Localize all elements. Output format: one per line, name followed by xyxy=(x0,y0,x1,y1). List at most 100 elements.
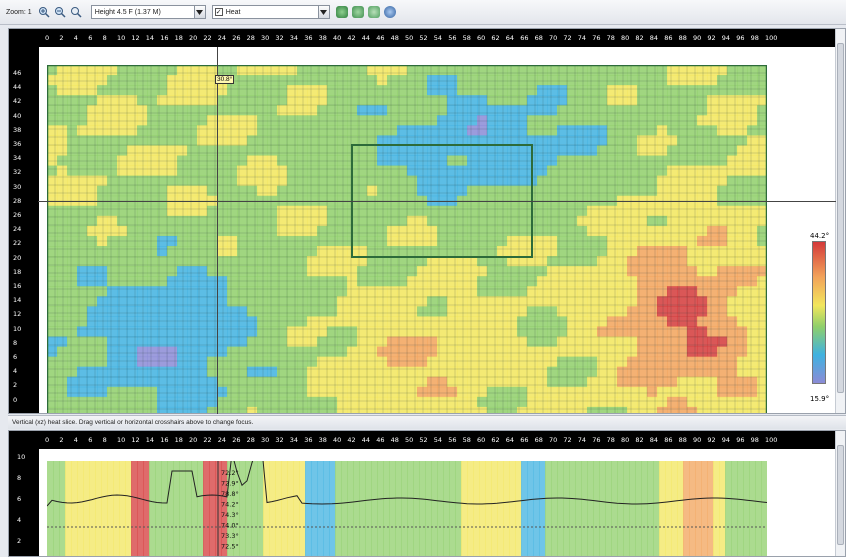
heat-cell xyxy=(637,276,648,287)
heat-cell xyxy=(427,105,438,116)
heat-cell xyxy=(427,225,438,237)
heat-cell xyxy=(677,225,688,237)
heat-cell xyxy=(527,296,538,307)
heat-cell xyxy=(557,155,568,167)
heat-cell xyxy=(357,105,368,116)
heat-cell xyxy=(507,65,518,76)
slice-scroll-thumb[interactable] xyxy=(837,445,844,545)
slice-band xyxy=(53,461,60,556)
heat-cell xyxy=(207,316,218,327)
heat-cell xyxy=(217,316,228,327)
chevron-down-icon[interactable] xyxy=(193,6,205,18)
heat-checkbox[interactable]: ✓ xyxy=(214,8,223,16)
heat-cell xyxy=(507,266,518,277)
heat-cell xyxy=(647,316,658,327)
slice-band xyxy=(677,461,684,556)
refresh-icon[interactable] xyxy=(383,6,396,18)
heat-cell xyxy=(427,346,438,358)
heat-cell xyxy=(537,155,548,167)
slice-band xyxy=(731,461,738,556)
heat-cell xyxy=(237,95,248,106)
heat-cell xyxy=(437,336,448,348)
heat-cell xyxy=(167,366,178,378)
view-top-icon[interactable] xyxy=(335,6,348,18)
vertical-scrollbar[interactable] xyxy=(835,29,845,413)
heat-cell xyxy=(717,406,728,413)
heat-cell xyxy=(597,386,608,398)
heat-cell xyxy=(457,205,468,217)
heat-cell xyxy=(47,376,58,388)
heat-cell xyxy=(457,266,468,277)
heat-cell xyxy=(197,115,208,126)
zoom-out-icon[interactable] xyxy=(53,5,67,19)
heat-cell xyxy=(397,205,408,217)
height-select[interactable]: Height 4.5 F (1.37 M) xyxy=(90,5,206,19)
heat-cell xyxy=(207,336,218,348)
heat-cell xyxy=(357,145,368,156)
heat-cell xyxy=(147,376,158,388)
slice-band xyxy=(227,461,234,556)
heat-cell xyxy=(467,346,478,358)
chevron-down-icon[interactable] xyxy=(317,6,329,18)
heat-cell xyxy=(597,316,608,327)
zoom-fit-icon[interactable] xyxy=(69,5,83,19)
y-tick-label: 26 xyxy=(13,211,22,219)
heat-cell xyxy=(717,386,728,398)
x-tick-label: 44 xyxy=(361,34,371,42)
heat-cell xyxy=(597,125,608,136)
heat-cell xyxy=(327,215,338,227)
heat-cell xyxy=(687,115,698,126)
view-3d-icon[interactable] xyxy=(367,6,380,18)
zoom-in-icon[interactable] xyxy=(37,5,51,19)
heat-cell xyxy=(277,115,288,126)
heat-cell xyxy=(687,266,698,277)
heat-cell xyxy=(527,65,538,76)
heat-cell xyxy=(367,95,378,106)
heat-cell xyxy=(497,235,508,247)
heat-cell xyxy=(397,406,408,413)
heat-cell xyxy=(377,185,388,197)
vertical-crosshair[interactable] xyxy=(217,47,218,414)
heat-cell xyxy=(537,235,548,247)
heat-cell xyxy=(717,396,728,408)
heat-cell xyxy=(697,306,708,317)
slice-scrollbar[interactable] xyxy=(835,431,845,556)
heat-cell xyxy=(247,246,258,257)
heat-cell xyxy=(227,125,238,136)
heat-cell xyxy=(437,256,448,267)
heat-cell xyxy=(427,356,438,368)
heat-cell xyxy=(57,396,68,408)
slice-heatmap[interactable]: 72.2° 72.9° 78.8° 74.2° 74.3° 74.0° 73.3° 72.5° xyxy=(47,461,767,556)
heat-cell xyxy=(57,185,68,197)
heat-cell xyxy=(187,406,198,413)
heat-cell xyxy=(107,135,118,146)
heat-cell xyxy=(457,316,468,327)
heat-cell xyxy=(417,346,428,358)
view-side-icon[interactable] xyxy=(351,6,364,18)
heat-cell xyxy=(737,205,748,217)
scroll-thumb[interactable] xyxy=(837,43,844,393)
heat-cell xyxy=(597,356,608,368)
heat-cell xyxy=(597,205,608,217)
heat-cell xyxy=(617,356,628,368)
heat-cell xyxy=(517,145,528,156)
heat-cell xyxy=(307,396,318,408)
floor-heatmap[interactable] xyxy=(47,65,767,413)
horizontal-crosshair[interactable] xyxy=(38,201,836,202)
heat-cell xyxy=(517,296,528,307)
heat-cell xyxy=(567,235,578,247)
x-tick-label: 88 xyxy=(678,34,687,42)
heat-cell xyxy=(617,235,628,247)
heat-cell xyxy=(647,276,658,287)
heat-cell xyxy=(717,296,728,307)
x-tick-label: 12 xyxy=(131,436,140,444)
heat-cell xyxy=(327,175,338,187)
heat-cell xyxy=(317,65,328,76)
heat-cell xyxy=(307,276,318,287)
heat-select[interactable]: ✓ Heat xyxy=(211,5,330,19)
x-tick-label: 36 xyxy=(304,34,313,42)
heat-cell xyxy=(707,205,718,217)
heat-cell xyxy=(587,205,598,217)
heat-cell xyxy=(237,256,248,267)
heat-cell xyxy=(137,386,148,398)
